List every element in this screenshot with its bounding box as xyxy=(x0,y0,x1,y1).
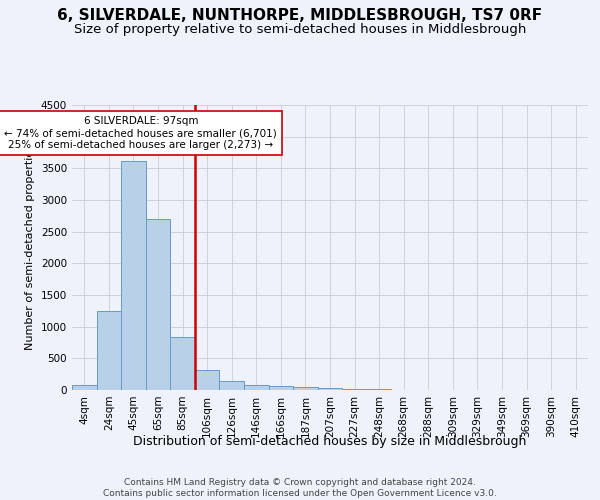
Bar xyxy=(170,337,195,390)
Text: 6 SILVERDALE: 97sqm
← 74% of semi-detached houses are smaller (6,701)
25% of sem: 6 SILVERDALE: 97sqm ← 74% of semi-detach… xyxy=(4,116,277,150)
Bar xyxy=(97,311,121,390)
Y-axis label: Number of semi-detached properties: Number of semi-detached properties xyxy=(25,144,35,350)
Bar xyxy=(244,384,269,390)
Bar xyxy=(121,160,146,390)
Bar xyxy=(195,370,220,390)
Bar xyxy=(220,380,244,390)
Text: Contains HM Land Registry data © Crown copyright and database right 2024.
Contai: Contains HM Land Registry data © Crown c… xyxy=(103,478,497,498)
Text: 6, SILVERDALE, NUNTHORPE, MIDDLESBROUGH, TS7 0RF: 6, SILVERDALE, NUNTHORPE, MIDDLESBROUGH,… xyxy=(58,8,542,22)
Bar xyxy=(318,388,342,390)
Bar xyxy=(269,386,293,390)
Text: Size of property relative to semi-detached houses in Middlesbrough: Size of property relative to semi-detach… xyxy=(74,22,526,36)
Bar xyxy=(146,219,170,390)
Bar xyxy=(72,385,97,390)
Bar xyxy=(342,388,367,390)
Text: Distribution of semi-detached houses by size in Middlesbrough: Distribution of semi-detached houses by … xyxy=(133,435,527,448)
Bar xyxy=(293,388,318,390)
